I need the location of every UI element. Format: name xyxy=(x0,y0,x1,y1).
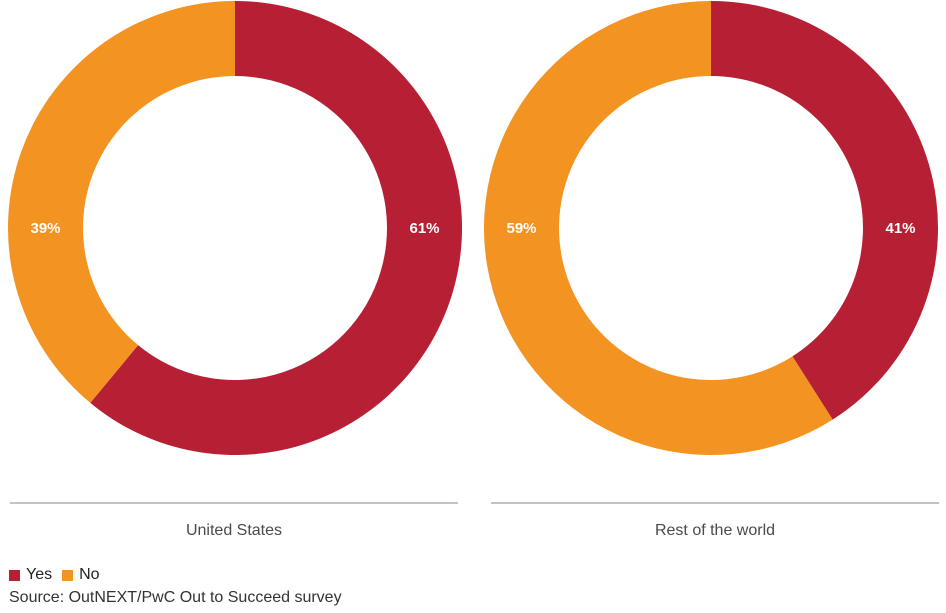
legend: Yes No xyxy=(9,566,110,584)
legend-item-yes: Yes xyxy=(9,566,52,584)
legend-label-no: No xyxy=(79,566,100,583)
data-label-no: 39% xyxy=(30,220,60,237)
donut-chart-united-states: 61% 39% xyxy=(8,1,463,455)
donut-slice-yes xyxy=(711,1,938,420)
data-label-no: 59% xyxy=(506,220,536,237)
legend-label-yes: Yes xyxy=(26,566,53,583)
data-label-yes: 61% xyxy=(409,220,439,237)
divider-rest-of-world xyxy=(491,502,939,504)
divider-united-states xyxy=(10,502,458,504)
chart-caption-united-states: United States xyxy=(185,522,283,539)
legend-swatch-yes xyxy=(9,569,20,581)
donut-chart-rest-of-world: 41% 59% xyxy=(483,1,938,455)
chart-caption-rest-of-world: Rest of the world xyxy=(654,522,776,539)
legend-item-no: No xyxy=(62,566,100,584)
donut-slice-yes xyxy=(90,1,463,455)
data-label-yes: 41% xyxy=(885,220,915,237)
donut-slice-no xyxy=(483,1,833,455)
source-note: Source: OutNEXT/PwC Out to Succeed surve… xyxy=(9,589,342,606)
donut-slice-no xyxy=(8,1,236,403)
legend-swatch-no xyxy=(62,569,74,581)
